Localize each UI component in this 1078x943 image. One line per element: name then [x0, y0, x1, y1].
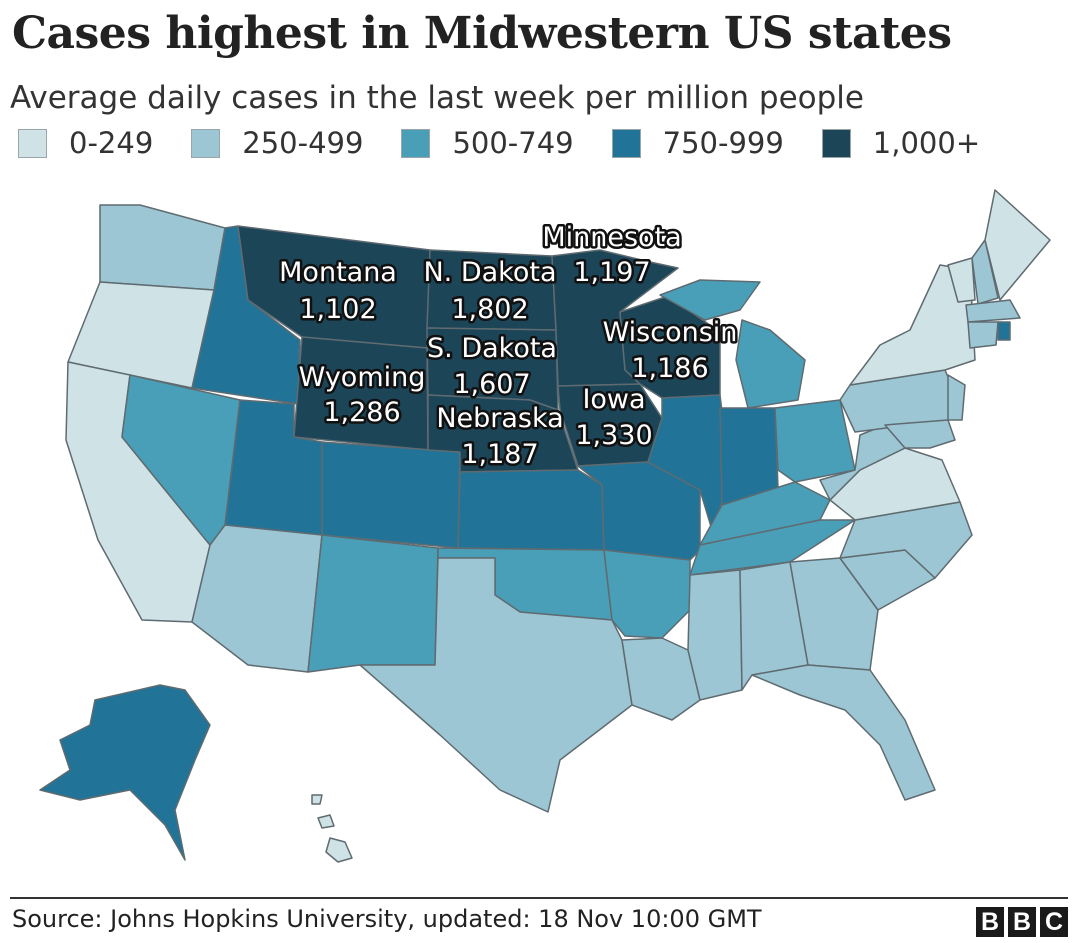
legend-item-750-999: 750-999 — [611, 126, 784, 160]
state-connecticut — [967, 321, 999, 349]
state-mississippi — [687, 569, 743, 701]
state-new-hampshire — [971, 239, 999, 305]
state-michigan — [735, 319, 806, 409]
footer-divider — [10, 897, 1068, 899]
source-note: Source: Johns Hopkins University, update… — [12, 905, 762, 933]
state-vermont — [947, 257, 976, 303]
legend-item-500-749: 500-749 — [401, 126, 574, 160]
legend-item-1000-plus: 1,000+ — [821, 126, 981, 160]
legend-label-1000-plus: 1,000+ — [872, 126, 981, 160]
legend-label-250-499: 250-499 — [242, 126, 364, 160]
chart-subtitle: Average daily cases in the last week per… — [10, 80, 864, 116]
label-s-dakota-name: S. Dakota — [427, 333, 557, 364]
state-west-virginia — [819, 424, 906, 501]
us-states-map: Montana 1,102 N. Dakota 1,802 Minnesota … — [39, 189, 1051, 863]
state-kansas — [457, 469, 605, 551]
legend-label-0-249: 0-249 — [69, 126, 154, 160]
label-minnesota-value: 1,197 — [573, 257, 650, 288]
state-new-mexico — [307, 534, 439, 673]
state-labels: Montana 1,102 N. Dakota 1,802 Minnesota … — [277, 220, 740, 473]
legend-swatch-500-749 — [401, 128, 431, 158]
label-iowa-name: Iowa — [582, 384, 645, 415]
chart-title: Cases highest in Midwestern US states — [12, 8, 952, 59]
label-nebraska-name: Nebraska — [436, 403, 563, 434]
state-hawaii-big-island — [325, 837, 353, 863]
legend-swatch-250-499 — [191, 128, 221, 158]
label-minnesota-name: Minnesota — [542, 222, 681, 253]
state-new-jersey — [947, 374, 966, 421]
bbc-logo-letter: C — [1040, 907, 1068, 937]
legend: 0-249 250-499 500-749 750-999 1,000+ — [18, 126, 1018, 160]
legend-label-500-749: 500-749 — [452, 126, 574, 160]
label-n-dakota-value: 1,802 — [451, 294, 528, 325]
label-iowa-value: 1,330 — [575, 420, 652, 451]
legend-label-750-999: 750-999 — [662, 126, 784, 160]
state-maryland — [884, 419, 956, 449]
label-s-dakota-value: 1,607 — [453, 369, 530, 400]
legend-swatch-1000-plus — [821, 128, 851, 158]
state-hawaii-oahu — [311, 794, 323, 805]
label-montana-name: Montana — [279, 257, 397, 288]
legend-swatch-750-999 — [611, 128, 641, 158]
state-texas — [359, 557, 633, 813]
state-wyoming — [293, 336, 429, 451]
state-arkansas — [603, 549, 691, 639]
label-wisconsin-value: 1,186 — [631, 353, 708, 384]
state-tennessee — [689, 519, 856, 576]
state-massachusetts — [965, 299, 1021, 323]
bbc-logo: B B C — [972, 907, 1068, 937]
state-georgia — [789, 557, 879, 671]
bbc-logo-letter: B — [1008, 907, 1036, 937]
state-kentucky — [699, 481, 831, 546]
legend-item-0-249: 0-249 — [18, 126, 153, 160]
state-washington — [99, 204, 226, 291]
state-rhode-island — [997, 321, 1011, 341]
state-hawaii-maui — [317, 814, 335, 829]
state-florida — [751, 664, 936, 801]
label-nebraska-value: 1,187 — [461, 439, 538, 470]
bbc-logo-letter: B — [976, 907, 1004, 937]
legend-swatch-0-249 — [18, 128, 47, 158]
state-maine — [984, 189, 1051, 301]
label-wyoming-value: 1,286 — [323, 397, 400, 428]
state-arizona — [191, 524, 323, 673]
label-wisconsin-name: Wisconsin — [603, 317, 738, 348]
state-alaska — [39, 684, 211, 861]
label-n-dakota-name: N. Dakota — [423, 257, 556, 288]
label-montana-value: 1,102 — [299, 294, 376, 325]
label-wyoming-name: Wyoming — [299, 362, 426, 393]
state-ohio — [774, 399, 856, 483]
state-colorado — [321, 441, 461, 549]
state-michigan-upper — [659, 279, 761, 321]
legend-item-250-499: 250-499 — [191, 126, 363, 160]
